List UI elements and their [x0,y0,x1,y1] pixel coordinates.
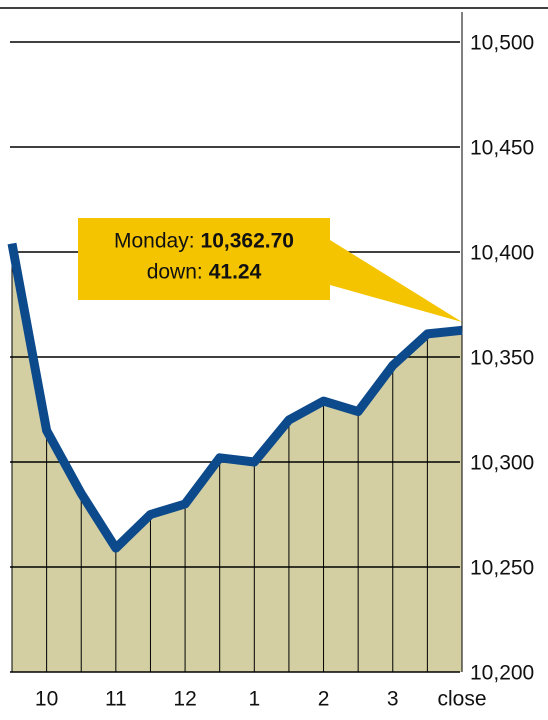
y-tick-label: 10,300 [470,452,534,475]
y-tick-label: 10,400 [470,242,534,265]
x-tick-label: 10 [35,688,58,711]
y-tick-label: 10,450 [470,137,534,160]
x-tick-label: close [437,688,486,711]
y-tick-label: 10,200 [470,662,534,685]
x-tick-label: 1 [248,688,260,711]
y-tick-label: 10,250 [470,557,534,580]
x-tick-label: 11 [105,688,127,711]
annotation: Monday: 10,362.70 down: 41.24 [78,218,462,322]
x-tick-label: 3 [387,688,399,711]
y-tick-label: 10,350 [470,347,534,370]
x-tick-label: 12 [173,688,196,711]
line-layer: 10 11 12 1 2 3 close [7,242,487,711]
series-line [7,242,463,553]
annotation-value: 10,362.70 [201,230,294,253]
annotation-label: Monday: [114,230,195,253]
y-tick-label: 10,500 [470,32,534,55]
area-layer [11,243,463,672]
annotation-label: down: [147,261,203,284]
x-tick-label: 2 [318,688,330,711]
grid-layer: 10,200 10,250 10,300 10,350 10,400 10,450 10,5… [10,12,534,685]
callout-box [78,218,330,300]
callout-pointer [300,240,462,322]
area-fill [12,243,462,672]
annotation-value: 41.24 [209,261,262,284]
